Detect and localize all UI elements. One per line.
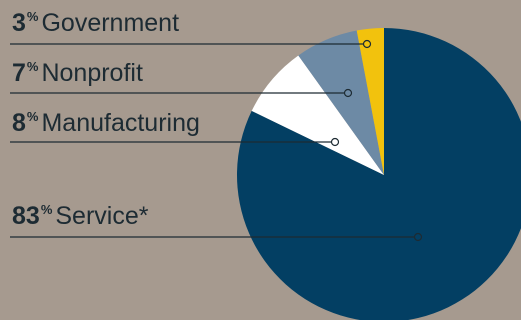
label-service-percent: 83 [12, 202, 40, 230]
pie-slice-government [356, 28, 384, 175]
label-government: 3% Government [12, 10, 179, 36]
label-service: 83% Service* [12, 203, 148, 229]
label-nonprofit-percent-sign: % [26, 59, 39, 74]
label-service-name: Service* [55, 202, 149, 230]
pie-slice-service [237, 28, 521, 320]
label-service-percent-sign: % [40, 202, 53, 217]
label-manufacturing-name: Manufacturing [41, 109, 200, 137]
label-government-percent: 3 [12, 9, 26, 37]
label-government-percent-sign: % [26, 9, 39, 24]
label-manufacturing: 8% Manufacturing [12, 110, 200, 136]
label-nonprofit-name: Nonprofit [41, 59, 143, 87]
pie-slice-manufacturing [251, 55, 384, 175]
label-nonprofit: 7% Nonprofit [12, 60, 143, 86]
leader-marker-manufacturing [330, 137, 340, 147]
label-manufacturing-percent: 8 [12, 109, 26, 137]
leader-marker-government [362, 39, 372, 49]
label-manufacturing-percent-sign: % [26, 109, 39, 124]
leader-marker-nonprofit [343, 88, 353, 98]
label-nonprofit-percent: 7 [12, 59, 26, 87]
pie-slices [237, 28, 521, 320]
pie-slice-nonprofit [298, 30, 384, 175]
label-government-name: Government [41, 9, 180, 37]
leader-marker-service [413, 232, 423, 242]
leader-lines [10, 39, 423, 242]
